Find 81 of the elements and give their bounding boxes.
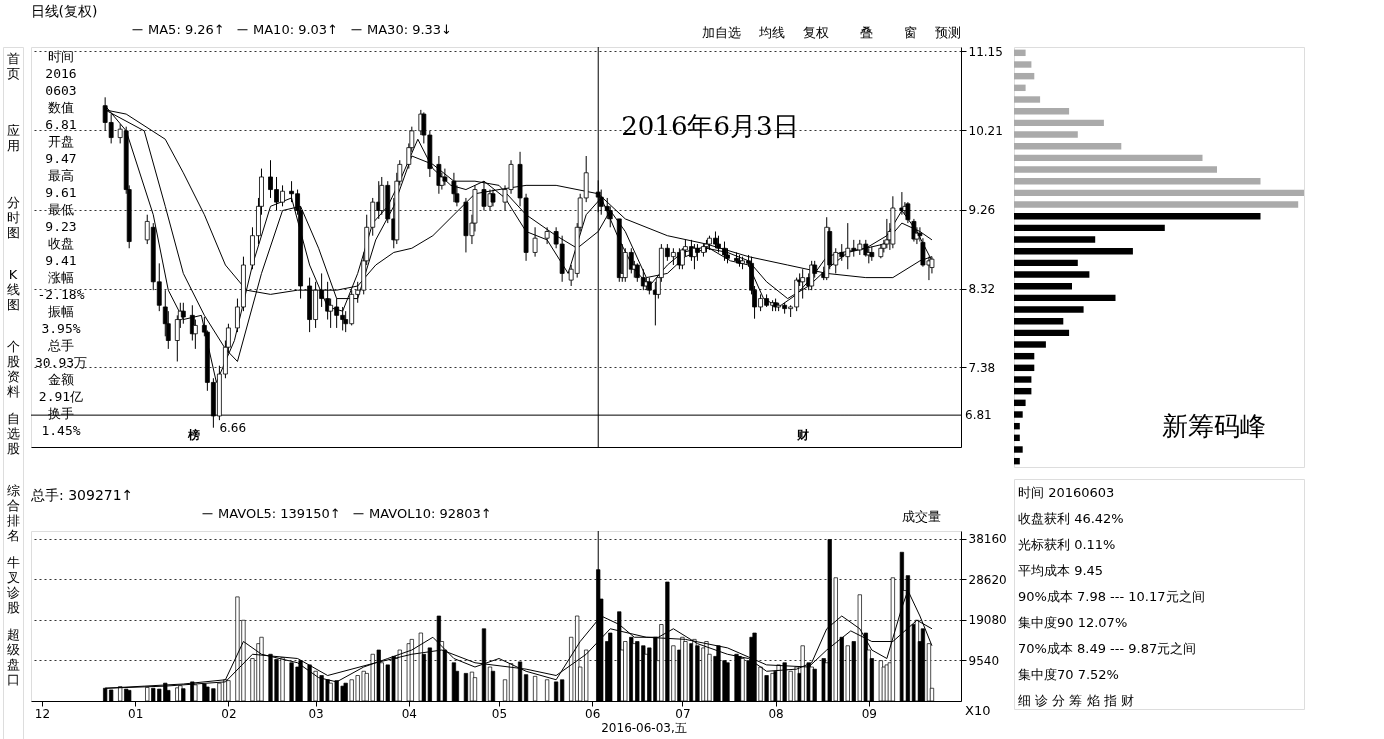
annotation: 最低 [48, 202, 74, 217]
annotation: 金额 [48, 372, 74, 387]
text: K线图 [6, 267, 20, 312]
text: 叠 [860, 25, 873, 40]
chart-title: 日线(复权) [30, 3, 98, 19]
y-tick-label: 8.32 [968, 282, 996, 297]
text: 平均成本 9.45 [1018, 563, 1104, 578]
legend-label: MAVOL5: 139150↑ [218, 505, 341, 521]
text: 首页 [6, 51, 20, 81]
text: 70%成本 8.49 --- 9.87元之间 [1018, 641, 1197, 656]
x-tick-label: 02 [221, 706, 237, 721]
annotation: 涨幅 [48, 270, 74, 285]
y-tick-label: 7.38 [968, 360, 996, 375]
text: 牛叉诊股 [6, 555, 20, 615]
annotation: 6.66 [219, 420, 247, 435]
annotation: -2.18% [37, 287, 85, 302]
legend-label: MAVOL10: 92803↑ [369, 505, 492, 521]
y-tick-label: 9.26 [968, 203, 996, 218]
annotation: 最高 [48, 168, 74, 183]
text: 集中度90 12.07% [1018, 615, 1128, 630]
text: 时间 20160603 [1018, 485, 1115, 500]
text: 窗 [904, 25, 917, 40]
x-tick-label: 07 [675, 706, 691, 721]
annotation: 2016 [45, 66, 77, 81]
annotation: 2016年6月3日 [621, 111, 799, 141]
annotation: 新筹码峰 [1162, 411, 1266, 441]
annotation: 3.95% [41, 321, 81, 336]
text: 复权 [803, 25, 829, 40]
x-tick-label: 04 [401, 706, 417, 721]
annotation: 0603 [45, 83, 77, 98]
x-tick-label: 01 [128, 706, 144, 721]
text: 综合排名 [6, 483, 20, 543]
annotation: 总手 [47, 338, 74, 353]
x-tick-label: 09 [861, 706, 877, 721]
annotation: 开盘 [48, 134, 74, 149]
chart-title: 总手: 309271↑ [30, 487, 134, 503]
annotation: 1.45% [41, 423, 81, 438]
x-tick-label: 06 [585, 706, 601, 721]
annotation: 9.47 [45, 151, 77, 166]
annotation: 振幅 [48, 304, 74, 319]
y-tick-label: 38160 [968, 532, 1007, 547]
text: 加自选 [702, 25, 741, 40]
legend-label: MA30: 9.33↓ [367, 21, 453, 37]
y-tick-label: 19080 [968, 613, 1007, 628]
text: X10 [965, 703, 991, 718]
x-tick-label: 03 [308, 706, 324, 721]
annotation: 6.81 [45, 117, 77, 132]
text: 分时图 [6, 195, 20, 240]
annotation: 财 [795, 428, 809, 442]
x-tick-label: 12 [34, 706, 51, 721]
y-tick-label: 9540 [968, 653, 1000, 668]
annotation: 30.93万 [34, 355, 88, 370]
legend-label: MA10: 9.03↑ [253, 21, 339, 37]
annotation: 9.41 [45, 253, 77, 268]
text: 光标获利 0.11% [1018, 537, 1116, 552]
y-tick-label: 28620 [968, 572, 1007, 587]
text: 预测 [935, 25, 961, 40]
text: 应用 [6, 123, 20, 153]
annotation: 2.91亿 [38, 389, 84, 404]
annotation: 时间 [48, 49, 74, 64]
ref-line-label: 2016-06-03,五 [601, 721, 687, 735]
text: 90%成本 7.98 --- 10.17元之间 [1018, 589, 1205, 604]
text: 细 诊 分 筹 焰 指 财 [1018, 693, 1134, 708]
y-tick-label: 10.21 [968, 123, 1003, 138]
text: 收盘获利 46.42% [1018, 511, 1124, 526]
text: 成交量 [902, 509, 941, 524]
text: 超级盘口 [6, 627, 20, 687]
annotation: 收盘 [48, 236, 74, 251]
text: 集中度70 7.52% [1018, 667, 1119, 682]
x-tick-label: 05 [491, 706, 508, 721]
text: 均线 [758, 25, 785, 40]
legend-label: MA5: 9.26↑ [148, 21, 225, 37]
ref-line-label: 6.81 [965, 408, 992, 423]
text: 自选股 [6, 411, 20, 456]
text: 个股资料 [6, 339, 20, 399]
annotation: 榜 [186, 428, 200, 442]
annotation: 9.23 [45, 219, 77, 234]
y-tick-label: 11.15 [968, 44, 1003, 59]
x-tick-label: 08 [768, 706, 784, 721]
annotation: 9.61 [45, 185, 77, 200]
annotation: 数值 [48, 100, 74, 115]
